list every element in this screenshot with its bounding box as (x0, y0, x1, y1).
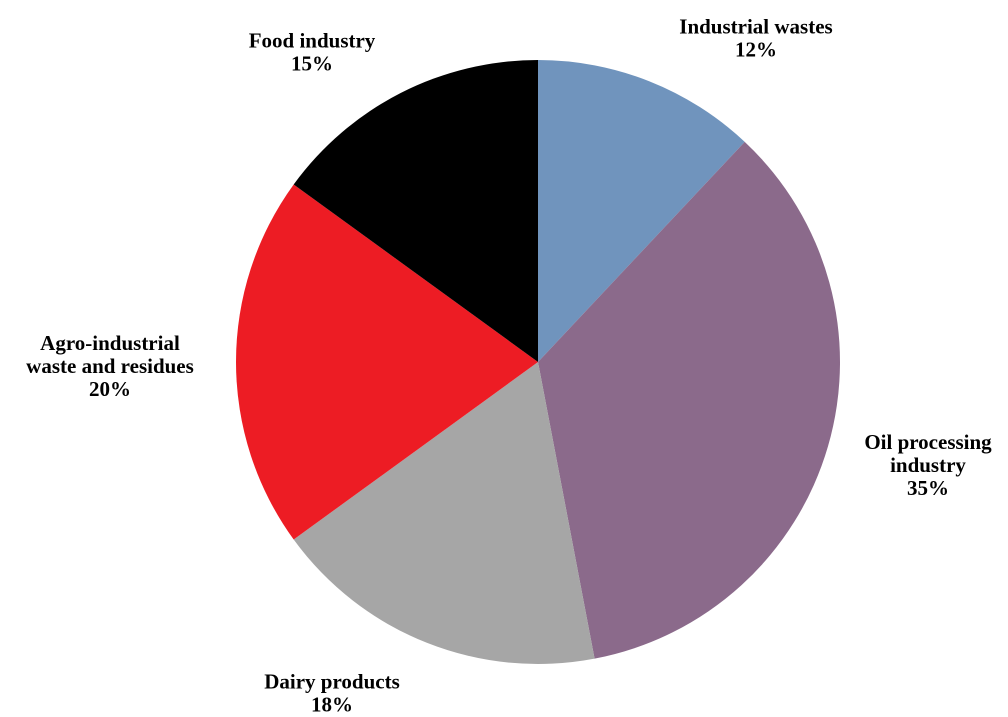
slice-percent-dairy-products: 18% (311, 693, 353, 717)
pie-labels: Industrial wastes 12% Oil processing indust… (26, 15, 992, 717)
slice-name-food-industry: Food industry (249, 29, 376, 53)
slice-name-agro-industrial-waste-and-residues: Agro-industrial (40, 331, 180, 355)
slice-label-agro-industrial-waste-and-residues: Agro-industrial waste and residues 20% (26, 331, 194, 401)
slice-label-industrial-wastes: Industrial wastes 12% (679, 15, 832, 62)
pie-slice-food-industry (293, 60, 538, 362)
slice-percent-agro-industrial-waste-and-residues: 20% (89, 377, 131, 401)
slice-percent-oil-processing-industry: 35% (907, 476, 949, 500)
pie-slice-dairy-products (293, 362, 595, 665)
pie-slice-industrial-wastes (538, 60, 745, 362)
slice-percent-food-industry: 15% (291, 52, 333, 76)
slice-name-agro-industrial-waste-and-residues: waste and residues (26, 354, 194, 378)
slice-label-oil-processing-industry: Oil processing industry 35% (864, 430, 992, 500)
slice-percent-industrial-wastes: 12% (735, 38, 777, 62)
pie-slice-oil-processing-industry (538, 141, 841, 659)
slice-name-dairy-products: Dairy products (264, 670, 400, 694)
pie-slice-agro-industrial-waste-and-residues (236, 184, 538, 540)
slice-label-dairy-products: Dairy products 18% (264, 670, 400, 717)
slice-name-oil-processing-industry: industry (890, 453, 966, 477)
pie-slices (236, 60, 841, 665)
slice-name-industrial-wastes: Industrial wastes (679, 15, 832, 39)
slice-name-oil-processing-industry: Oil processing (864, 430, 992, 454)
slice-label-food-industry: Food industry 15% (249, 29, 376, 76)
